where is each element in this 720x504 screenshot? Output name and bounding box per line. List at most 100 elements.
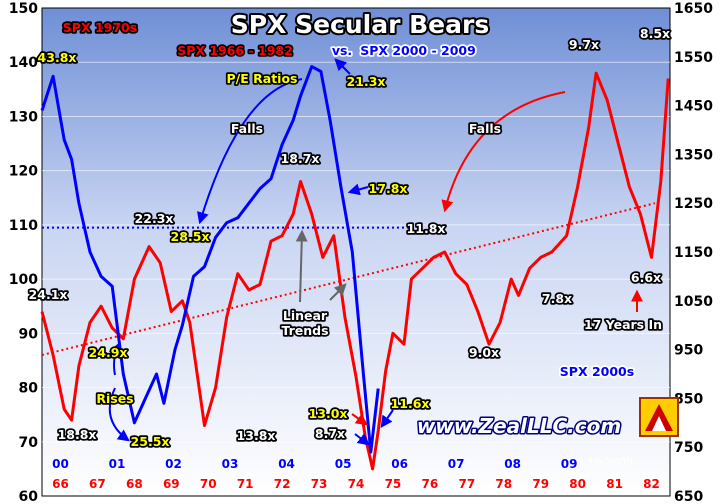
x-label-1970s: 68 <box>126 477 143 491</box>
y-right-tick-label: 1150 <box>674 245 713 261</box>
chart-title: SPX Secular Bears <box>231 10 489 39</box>
x-label-1970s: 67 <box>89 477 106 491</box>
x-label-1970s: 69 <box>163 477 180 491</box>
y-right-tick-label: 750 <box>674 440 703 456</box>
pe-label-9-7: 9.7x <box>569 37 599 52</box>
y-right-tick-label: 1550 <box>674 50 713 66</box>
pe-label-13-8: 13.8x <box>237 428 276 443</box>
x-label-2000s: 04 <box>278 457 295 471</box>
x-label-2000s: 06 <box>391 457 408 471</box>
label-linear-trends: Linear Trends <box>281 308 328 338</box>
y-left-tick-label: 130 <box>9 109 38 125</box>
x-label-2000s: 08 <box>504 457 521 471</box>
zeal-logo <box>639 397 679 437</box>
x-axis-labels-1970s: 66 67 68 69 70 71 72 73 74 75 76 77 78 79 80 81 82 <box>51 476 661 493</box>
arrow-linear-trends-right <box>329 283 347 301</box>
x-label-1970s: 76 <box>422 477 439 491</box>
x-axis-labels-2000s: 00 01 02 03 04 05 06 07 08 09 <box>52 457 577 471</box>
x-label-2000s: 02 <box>165 457 182 471</box>
y-right-tick-label: 1250 <box>674 196 713 212</box>
pe-label-22-3: 22.3x <box>135 211 174 226</box>
x-label-1970s: 78 <box>495 477 512 491</box>
y-left-tick-label: 140 <box>9 55 38 71</box>
x-label-2000s: 09 <box>561 457 578 471</box>
pe-label-7-8: 7.8x <box>542 291 572 306</box>
label-pe-ratios: P/E Ratios <box>227 71 298 86</box>
y-left-tick-label: 110 <box>9 218 38 234</box>
subtitle-vs: vs. <box>332 43 352 58</box>
corner-label-spx-1970s: SPX 1970s <box>63 20 137 35</box>
pe-label-8-7: 8.7x <box>315 426 345 441</box>
x-label-1970s: 70 <box>200 477 217 491</box>
arrow-21-3 <box>334 58 351 75</box>
pe-label-17-8: 17.8x <box>369 181 408 196</box>
pe-label-11-6: 11.6x <box>391 396 430 411</box>
x-label-2000s: 07 <box>448 457 465 471</box>
pe-label-25-5: 25.5x <box>131 434 170 449</box>
pe-label-13-0: 13.0x <box>309 406 348 421</box>
x-label-1970s: 82 <box>643 477 660 491</box>
x-label-1970s: 74 <box>348 477 365 491</box>
pe-label-11-8: 11.8x <box>407 221 446 236</box>
subtitle-spx-2000-2009: SPX 2000 - 2009 <box>360 43 476 58</box>
y-axis-left: 60 70 80 90 100 110 120 130 140 150 <box>9 1 38 504</box>
subtitle-spx-1966-1982: SPX 1966 - 1982 <box>177 43 293 58</box>
trend-line-1970s <box>41 202 656 356</box>
pe-label-24-9: 24.9x <box>89 345 128 360</box>
x-label-1970s: 80 <box>569 477 586 491</box>
x-label-1970s: 71 <box>237 477 254 491</box>
y-left-tick-label: 150 <box>9 1 38 17</box>
watermark-url: www.ZealLLC.com <box>417 414 621 438</box>
label-rises: Rises <box>96 391 133 406</box>
y-left-tick-label: 90 <box>19 326 39 342</box>
y-right-tick-label: 1350 <box>674 147 713 163</box>
x-label-2000s: 00 <box>52 457 69 471</box>
arrow-falls-red <box>441 91 566 213</box>
y-left-tick-label: 70 <box>19 435 39 451</box>
pe-label-18-8: 18.8x <box>58 427 97 442</box>
arrow-8-7 <box>354 433 370 446</box>
y-left-tick-label: 60 <box>19 489 39 504</box>
x-label-1970s: 81 <box>606 477 623 491</box>
x-label-2000s: 05 <box>335 457 352 471</box>
pe-label-24-1: 24.1x <box>29 287 68 302</box>
label-falls-blue: Falls <box>231 121 263 136</box>
y-right-tick-label: 1050 <box>674 294 713 310</box>
pe-label-28-5: 28.5x <box>171 229 210 244</box>
y-axis-right: 650 750 850 950 1050 1150 1250 1350 1450 1550 1650 <box>674 1 713 504</box>
label-17-years-in: 17 Years In <box>584 317 662 332</box>
x-label-2000s: 01 <box>109 457 126 471</box>
label-falls-red: Falls <box>469 121 501 136</box>
corner-label-spx-2000s: SPX 2000s <box>560 364 634 379</box>
arrow-pe-ratios <box>197 78 303 225</box>
x-label-1970s: 73 <box>311 477 328 491</box>
x-label-1970s: 66 <box>52 477 69 491</box>
y-right-tick-label: 950 <box>674 343 703 359</box>
x-label-1970s: 72 <box>274 477 291 491</box>
pe-label-9-0: 9.0x <box>469 345 499 360</box>
x-label-1970s: 77 <box>458 477 475 491</box>
pe-label-18-7: 18.7x <box>281 151 320 166</box>
y-right-tick-label: 1650 <box>674 1 713 17</box>
arrow-linear-trends-up <box>295 229 308 303</box>
arrow-13-0 <box>351 413 368 426</box>
y-left-tick-label: 120 <box>9 164 38 180</box>
y-right-tick-label: 1450 <box>674 99 713 115</box>
date-stamp: 6.10.2009 <box>577 456 633 469</box>
pe-label-21-3: 21.3x <box>347 74 386 89</box>
x-label-2000s: 03 <box>222 457 239 471</box>
pe-label-6-6: 6.6x <box>631 270 661 285</box>
arrow-rises <box>108 387 130 442</box>
pe-label-8-5: 8.5x <box>640 26 670 41</box>
y-right-tick-label: 650 <box>674 489 703 504</box>
y-left-tick-label: 100 <box>9 272 38 288</box>
arrow-rises-up <box>108 342 121 376</box>
arrow-17-8 <box>347 183 369 196</box>
gridlines <box>42 61 670 443</box>
y-left-tick-label: 80 <box>19 381 39 397</box>
arrow-11-6 <box>380 409 394 428</box>
series-line-spx-2000-2009 <box>40 65 380 454</box>
pe-label-43-8: 43.8x <box>38 50 77 65</box>
y-right-tick-label: 850 <box>674 391 703 407</box>
